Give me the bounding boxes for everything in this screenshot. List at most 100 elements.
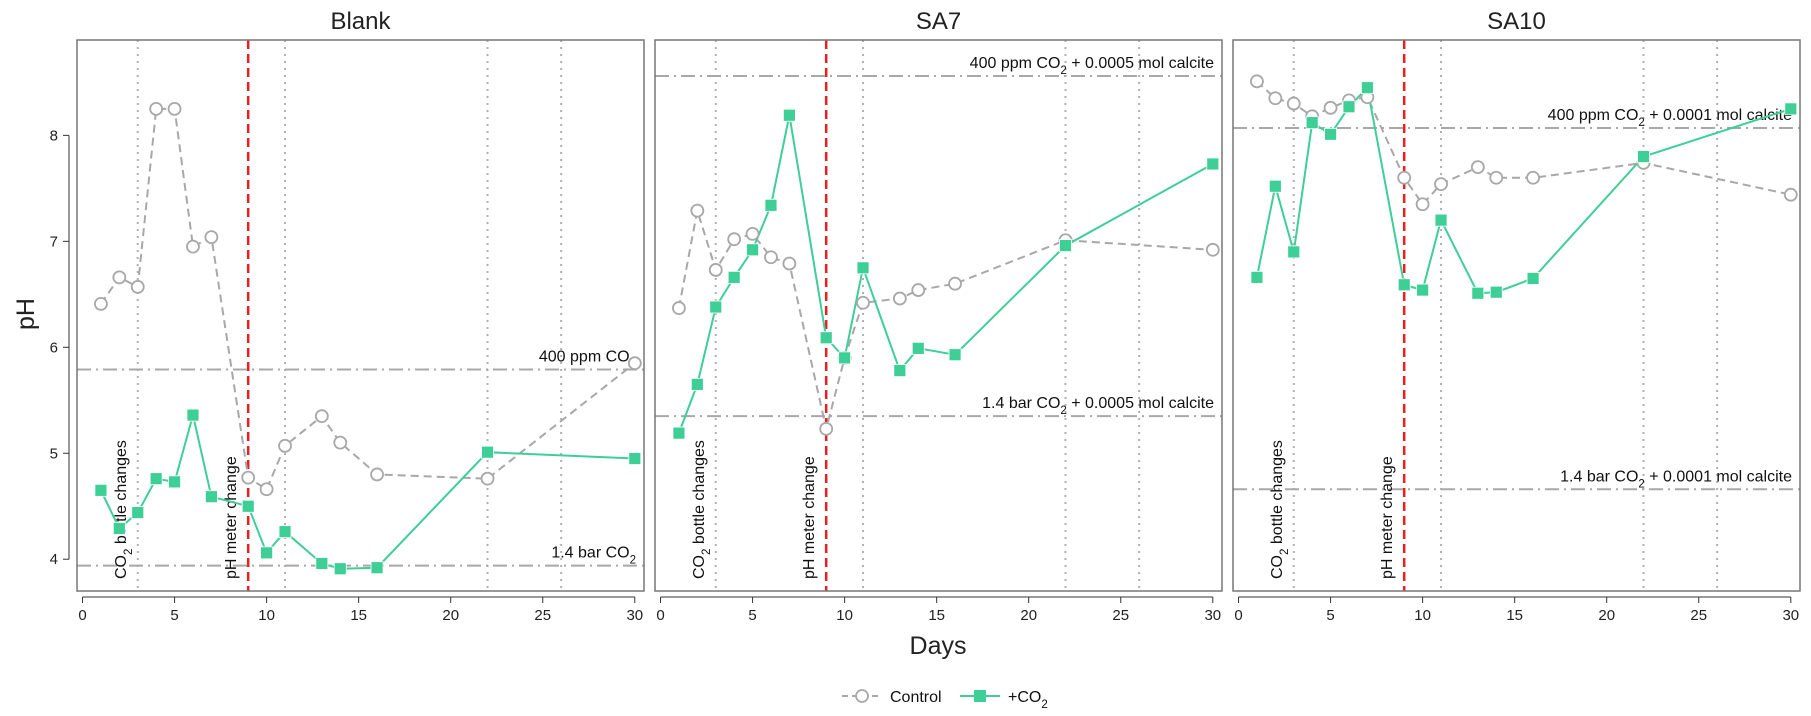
- data-point-co2: [278, 525, 292, 539]
- x-tick-label: 0: [1234, 607, 1242, 624]
- x-tick-label: 30: [1782, 607, 1799, 624]
- y-tick-label: 8: [50, 127, 58, 144]
- vertical-event-label: pH meter change: [801, 456, 818, 579]
- data-point-co2: [1489, 285, 1503, 299]
- data-point-co2: [370, 561, 384, 575]
- data-point-co2: [1416, 283, 1430, 297]
- panel-title: SA7: [916, 8, 961, 35]
- x-tick-label: 30: [626, 607, 643, 624]
- y-tick-label: 4: [50, 551, 58, 568]
- reference-label: 1.4 bar CO2 + 0.0005 mol calcite: [982, 395, 1214, 417]
- panel-frame: [654, 39, 1223, 592]
- vertical-event-label: pH meter change: [223, 456, 240, 579]
- x-tick-label: 25: [534, 607, 551, 624]
- legend-item-co2: +CO2: [960, 689, 1048, 711]
- y-tick-label: 7: [50, 233, 58, 250]
- data-point-co2: [746, 243, 759, 257]
- panel-title: SA10: [1487, 8, 1546, 35]
- data-point-co2: [149, 472, 163, 486]
- data-point-control: [1470, 160, 1485, 175]
- data-point-co2: [1342, 100, 1356, 114]
- data-point-control: [1323, 100, 1338, 115]
- data-point-co2: [1324, 127, 1337, 141]
- legend-marker-control: [855, 689, 869, 703]
- data-point-control: [892, 291, 907, 306]
- data-point-control: [911, 283, 926, 297]
- chart-panels: Blank 400 ppm CO2 1.4 bar CO2 CO2 bottle ch…: [50, 8, 1801, 624]
- x-tick-label: 25: [1690, 607, 1707, 624]
- data-point-co2: [709, 300, 723, 314]
- data-point-control: [948, 276, 962, 291]
- legend-label-control: Control: [890, 689, 942, 706]
- legend-item-control: Control: [842, 689, 942, 706]
- vertical-event-label: CO2 bottle changes: [1269, 440, 1291, 579]
- data-point-control: [1250, 74, 1264, 89]
- data-point-co2: [1206, 157, 1220, 171]
- data-point-control: [1783, 187, 1798, 202]
- data-point-co2: [893, 364, 907, 378]
- data-point-co2: [690, 377, 704, 391]
- x-tick-label: 20: [1598, 607, 1615, 624]
- data-point-co2: [94, 483, 108, 497]
- legend: Control +CO2: [842, 689, 1048, 711]
- data-point-co2: [948, 348, 962, 362]
- data-point-control: [745, 227, 760, 241]
- data-point-co2: [1526, 272, 1540, 285]
- vertical-event-label: CO2 bottle changes: [691, 440, 713, 579]
- data-point-co2: [204, 490, 218, 504]
- data-point-control: [727, 232, 742, 247]
- data-point-co2: [315, 557, 329, 570]
- data-point-co2: [1268, 179, 1282, 193]
- data-point-co2: [838, 351, 852, 365]
- legend-label-co2: +CO2: [1008, 689, 1048, 711]
- data-point-control: [1434, 177, 1448, 192]
- vertical-event-label: pH meter change: [1379, 456, 1396, 579]
- x-tick-label: 10: [836, 607, 853, 624]
- x-tick-label: 20: [442, 607, 459, 624]
- legend-marker-co2: [974, 690, 986, 702]
- x-tick-label: 15: [928, 607, 945, 624]
- panel-title: Blank: [330, 8, 391, 35]
- data-point-control: [1205, 242, 1220, 257]
- reference-label: 400 ppm CO2 + 0.0001 mol calcite: [1548, 107, 1792, 129]
- data-point-control: [1397, 170, 1412, 185]
- data-point-control: [1526, 170, 1540, 185]
- data-point-control: [333, 435, 348, 450]
- vertical-event-label: CO2 bottle changes: [113, 440, 135, 579]
- data-point-co2: [1250, 270, 1264, 284]
- data-point-co2: [1471, 286, 1485, 300]
- data-point-co2: [1360, 81, 1374, 95]
- data-point-co2: [1059, 239, 1072, 252]
- x-tick-label: 10: [1414, 607, 1431, 624]
- data-point-control: [1268, 91, 1283, 106]
- panel-frame: [1232, 39, 1801, 592]
- data-point-control: [370, 467, 384, 482]
- data-point-control: [672, 301, 686, 315]
- data-point-co2: [764, 198, 778, 212]
- data-point-control: [856, 295, 870, 310]
- data-point-co2: [1397, 278, 1411, 292]
- x-axis-label: Days: [910, 632, 967, 660]
- data-point-co2: [911, 341, 925, 355]
- x-tick-label: 10: [258, 607, 275, 624]
- x-tick-label: 15: [350, 607, 367, 624]
- data-point-control: [314, 409, 329, 424]
- data-point-control: [782, 256, 797, 271]
- x-tick-label: 0: [78, 607, 86, 624]
- data-point-co2: [168, 475, 181, 489]
- x-tick-label: 25: [1112, 607, 1129, 624]
- data-point-co2: [481, 445, 494, 459]
- data-point-control: [149, 101, 164, 116]
- data-point-control: [167, 101, 182, 116]
- data-point-co2: [1434, 213, 1448, 227]
- data-point-control: [819, 421, 834, 436]
- data-point-control: [130, 279, 145, 294]
- y-tick-label: 5: [50, 445, 58, 462]
- data-point-co2: [1637, 150, 1650, 163]
- data-point-co2: [727, 270, 741, 284]
- data-point-control: [708, 263, 723, 277]
- reference-label: 1.4 bar CO2 + 0.0001 mol calcite: [1560, 468, 1792, 490]
- data-point-co2: [1287, 245, 1301, 259]
